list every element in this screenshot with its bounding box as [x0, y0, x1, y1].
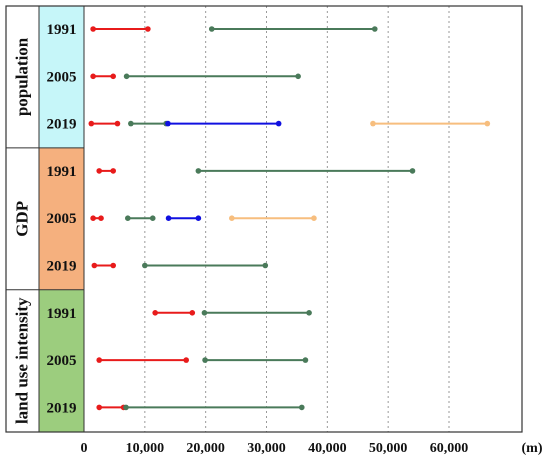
segment-start-point: [91, 262, 98, 269]
x-tick-label: 10,000: [126, 441, 165, 456]
segment-end-point: [110, 73, 116, 80]
x-tick-label: 0: [81, 441, 88, 456]
segment-start-point: [165, 215, 172, 221]
group-band: [39, 289, 84, 432]
segment-end-point: [371, 26, 378, 32]
segment-start-point: [229, 215, 235, 221]
segment-start-point: [125, 215, 131, 221]
segment-start-point: [123, 404, 129, 411]
segment-start-point: [195, 168, 202, 174]
group-bands: [39, 6, 84, 432]
segment-end-point: [298, 404, 305, 411]
segment-end-point: [306, 310, 312, 316]
segment-start-point: [142, 262, 148, 269]
segment-start-point: [201, 310, 208, 316]
year-label: 1991: [47, 22, 77, 38]
x-tick-label: 60,000: [430, 441, 469, 456]
segment-start-point: [152, 310, 158, 316]
segment-end-point: [295, 73, 301, 80]
segment-start-point: [96, 168, 103, 174]
year-label: 1991: [47, 164, 77, 180]
segment-start-point: [165, 120, 171, 127]
segment-end-point: [98, 215, 104, 221]
segment-start-point: [88, 120, 95, 127]
year-label: 1991: [47, 306, 77, 322]
segment-end-point: [409, 168, 416, 174]
segment-end-point: [195, 215, 202, 221]
year-label: 2005: [47, 69, 77, 85]
x-tick-label: 50,000: [369, 441, 408, 456]
segment-end-point: [302, 357, 309, 363]
segment-start-point: [90, 73, 96, 80]
x-tick-label: 30,000: [247, 441, 286, 456]
year-label: 2019: [47, 117, 77, 133]
segment-start-point: [96, 357, 103, 363]
year-label: 2019: [47, 259, 77, 275]
year-label: 2005: [47, 353, 77, 369]
segment-start-point: [96, 404, 103, 411]
segment-end-point: [484, 120, 491, 127]
segment-start-point: [202, 357, 208, 363]
x-unit-label: (m): [522, 441, 543, 456]
segment-start-point: [208, 26, 215, 32]
segment-end-point: [189, 310, 196, 316]
group-band: [39, 147, 84, 290]
row-labels: population 1991 2005 2019 GDP 1991 2005 2019 lan…: [13, 22, 77, 424]
plot-frame: [5, 5, 523, 433]
segment-end-point: [275, 120, 282, 127]
group-label: land use intensity: [13, 297, 32, 424]
segment-start-point: [90, 215, 96, 221]
segment-start-point: [123, 73, 130, 80]
group-label: GDP: [13, 201, 32, 237]
segment-end-point: [311, 215, 317, 221]
x-axis: 0 10,000 20,000 30,000 40,000 50,000 60,000 (m): [81, 441, 543, 456]
segment-end-point: [110, 168, 116, 174]
x-tick-label: 40,000: [308, 441, 347, 456]
segment-end-point: [145, 26, 151, 32]
year-label: 2019: [47, 400, 77, 416]
data-segments: [88, 26, 491, 411]
segment-end-point: [262, 262, 269, 269]
segment-start-point: [370, 120, 376, 127]
year-label: 2005: [47, 211, 77, 227]
segment-start-point: [128, 120, 134, 127]
segment-end-point: [110, 262, 116, 269]
segment-end-point: [114, 120, 121, 127]
segment-end-point: [149, 215, 156, 221]
segment-end-point: [183, 357, 189, 363]
x-tick-label: 20,000: [186, 441, 225, 456]
outer-border: [5, 5, 523, 433]
segment-start-point: [90, 26, 96, 32]
group-band: [39, 6, 84, 148]
group-label: population: [13, 37, 32, 116]
